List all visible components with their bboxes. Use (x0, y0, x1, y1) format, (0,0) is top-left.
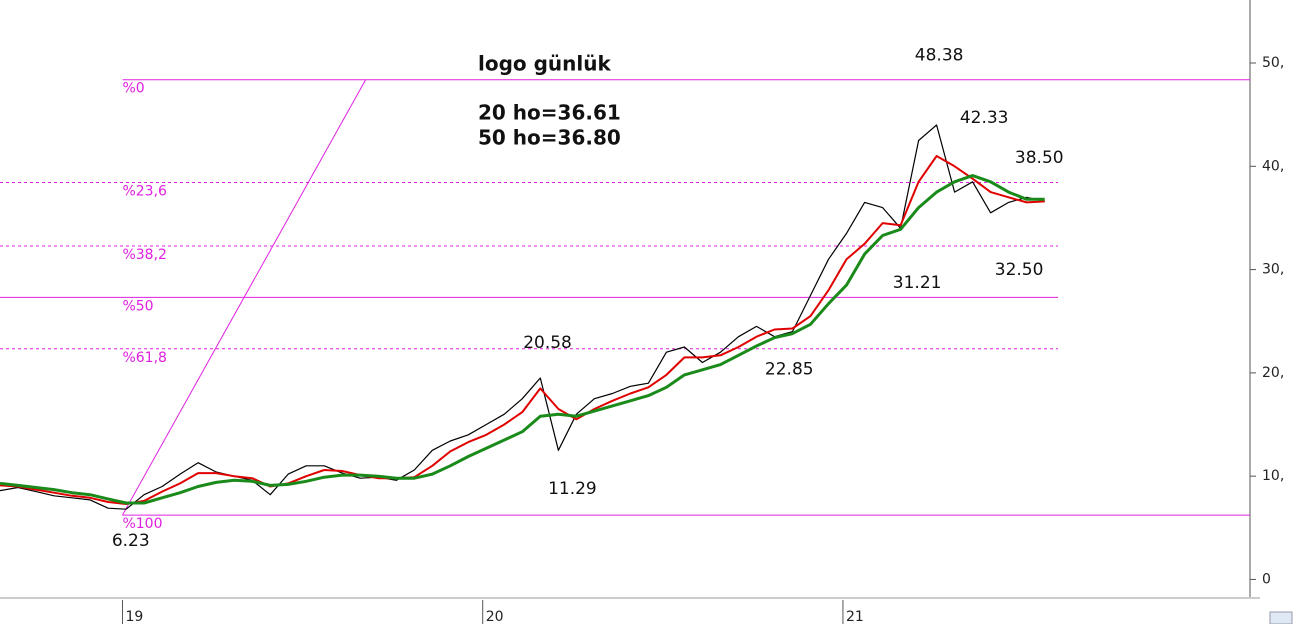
annotation: 32.50 (995, 260, 1044, 280)
annotation: 20.58 (523, 333, 572, 353)
y-tick-label: 20, (1262, 365, 1284, 381)
annotation: 22.85 (765, 359, 814, 379)
fib-label: %61,8 (122, 350, 166, 366)
chart-title: logo günlük (478, 52, 612, 76)
annotation: 31.21 (893, 273, 942, 293)
series-line (0, 124, 1045, 510)
fib-label: %38,2 (122, 247, 166, 263)
legend-entry: 50 ho=36.80 (478, 126, 621, 150)
fib-label: %23,6 (122, 184, 167, 200)
y-tick-label: 10, (1262, 468, 1284, 484)
annotation: 11.29 (548, 479, 597, 499)
series-line (0, 174, 1045, 505)
series-line (0, 155, 1045, 505)
annotation: 6.23 (112, 531, 150, 551)
y-tick-label: 50, (1262, 55, 1284, 71)
annotation: 38.50 (1015, 148, 1064, 168)
trend-line (122, 79, 367, 516)
x-tick-label: 20 (486, 609, 504, 624)
fib-label: %100 (122, 516, 162, 532)
legend-entry: 20 ho=36.61 (478, 101, 621, 125)
annotation: 42.33 (960, 108, 1009, 128)
x-tick-label: 21 (846, 609, 864, 624)
fib-label: %50 (122, 298, 153, 314)
y-tick-label: 30, (1262, 262, 1284, 278)
y-tick-label: 0 (1262, 571, 1271, 587)
y-tick-label: 40, (1262, 158, 1284, 174)
annotation: 48.38 (915, 46, 964, 66)
fib-label: %0 (122, 81, 144, 97)
corner-icon (1269, 611, 1293, 624)
x-tick-label: 19 (125, 609, 143, 624)
